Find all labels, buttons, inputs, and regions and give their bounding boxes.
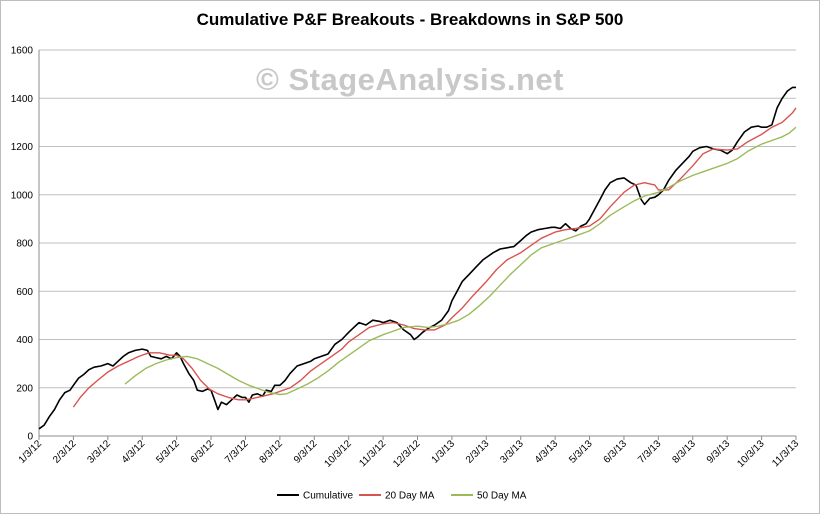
- watermark-text: © StageAnalysis.net: [256, 62, 564, 97]
- chart-title: Cumulative P&F Breakouts - Breakdowns in…: [196, 10, 624, 29]
